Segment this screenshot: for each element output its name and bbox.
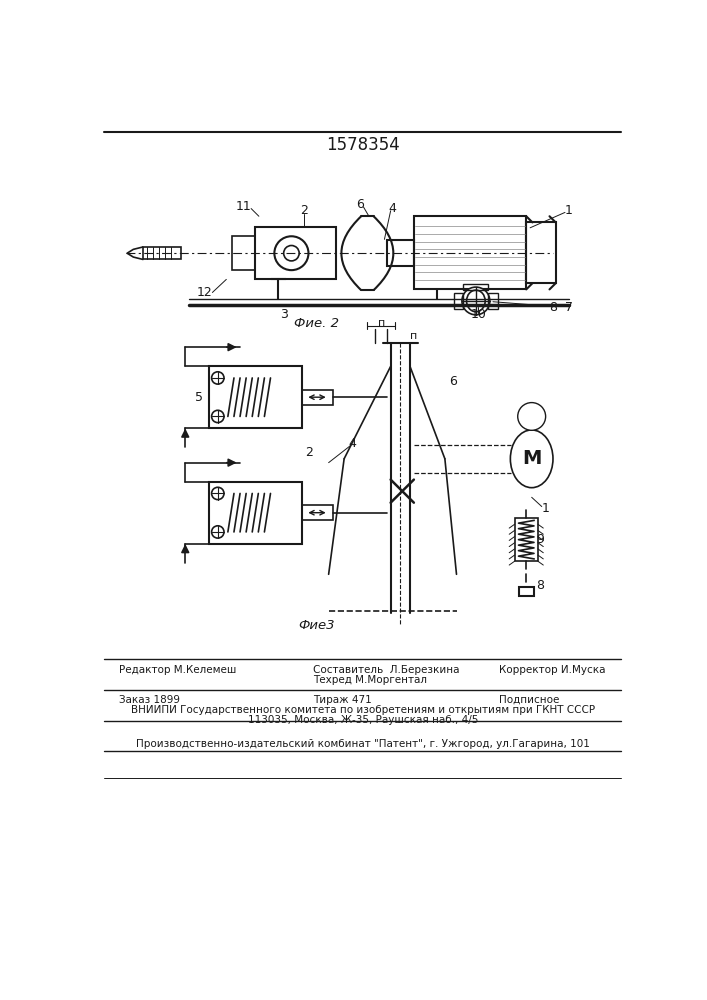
Circle shape: [211, 487, 224, 500]
Ellipse shape: [467, 290, 485, 312]
Text: 12: 12: [197, 286, 213, 299]
Text: 5: 5: [195, 391, 203, 404]
Text: 2: 2: [300, 204, 308, 217]
Bar: [232, 236, 255, 270]
Bar: [301, 505, 332, 520]
Bar: [209, 482, 301, 544]
Text: ВНИИПИ Государственного комитета по изобретениям и открытиям при ГКНТ СССР: ВНИИПИ Государственного комитета по изоб…: [131, 705, 595, 715]
Text: 6: 6: [449, 375, 457, 388]
Text: Редактор М.Келемеш: Редактор М.Келемеш: [119, 665, 237, 675]
Text: Заказ 1899: Заказ 1899: [119, 695, 180, 705]
Bar: [143, 247, 182, 259]
Text: Фие3: Фие3: [299, 619, 335, 632]
Text: п: п: [410, 331, 418, 341]
Text: 8: 8: [536, 579, 544, 592]
Bar: [518, 587, 534, 596]
Text: 1578354: 1578354: [326, 136, 399, 154]
Circle shape: [462, 287, 490, 315]
Text: 10: 10: [470, 308, 486, 321]
Bar: [526, 222, 556, 283]
Text: 2: 2: [305, 446, 313, 459]
Bar: [255, 227, 337, 279]
Text: 1: 1: [565, 204, 573, 217]
Text: Подписное: Подписное: [499, 695, 559, 705]
Text: М: М: [522, 449, 542, 468]
Circle shape: [211, 372, 224, 384]
Bar: [209, 366, 301, 428]
Text: 8: 8: [549, 301, 557, 314]
Text: Корректор И.Муска: Корректор И.Муска: [499, 665, 606, 675]
Bar: [489, 293, 498, 309]
Bar: [387, 240, 414, 266]
Text: 113035, Москва, Ж-35, Раушская наб., 4/5: 113035, Москва, Ж-35, Раушская наб., 4/5: [247, 715, 478, 725]
Text: 6: 6: [356, 198, 363, 211]
Text: 9: 9: [537, 533, 544, 546]
Circle shape: [211, 526, 224, 538]
Bar: [515, 518, 538, 561]
Text: Фие. 2: Фие. 2: [295, 317, 339, 330]
Bar: [301, 389, 332, 405]
Text: Производственно-издательский комбинат "Патент", г. Ужгород, ул.Гагарина, 101: Производственно-издательский комбинат "П…: [136, 739, 590, 749]
Circle shape: [518, 403, 546, 430]
Ellipse shape: [510, 430, 553, 488]
Circle shape: [211, 410, 224, 423]
Text: 4: 4: [348, 437, 356, 450]
Circle shape: [274, 236, 308, 270]
Text: Техред М.Моргентал: Техред М.Моргентал: [313, 675, 427, 685]
Bar: [464, 284, 489, 290]
Text: Составитель  Л.Березкина: Составитель Л.Березкина: [313, 665, 460, 675]
Bar: [414, 216, 526, 289]
Text: Тираж 471: Тираж 471: [313, 695, 372, 705]
Text: 11: 11: [235, 200, 251, 213]
Text: п: п: [378, 318, 385, 328]
Text: 3: 3: [281, 308, 288, 321]
Text: 1: 1: [542, 502, 549, 515]
Text: 4: 4: [388, 202, 396, 215]
Circle shape: [284, 246, 299, 261]
Text: 7: 7: [565, 301, 573, 314]
Bar: [454, 293, 464, 309]
